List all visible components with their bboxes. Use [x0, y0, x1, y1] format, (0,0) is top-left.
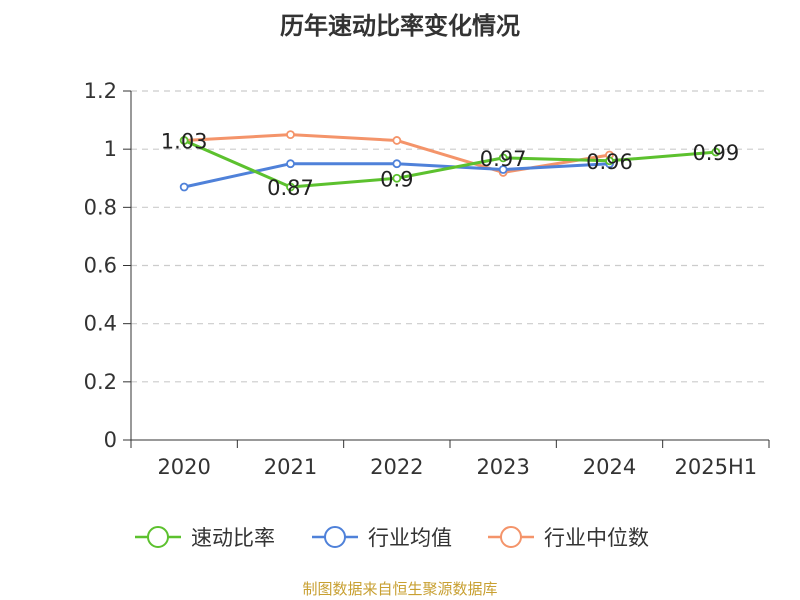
x-tick-label: 2022 [370, 455, 423, 479]
data-point-s0-0 [179, 136, 189, 145]
legend-item-2[interactable]: 行业中位数 [488, 526, 649, 550]
legend-swatch-marker [147, 526, 169, 548]
data-point-s0-5 [711, 147, 721, 157]
y-tick-label: 1 [104, 137, 117, 161]
data-labels: 1.03 0.87 0.9 0.97 0.96 0.99 [161, 129, 739, 200]
data-point-s1-3 [498, 165, 508, 174]
grid-lines [131, 90, 769, 383]
legend: 速动比率 行业均值 行业中位数 [135, 526, 649, 550]
y-tick-label: 0.6 [84, 254, 117, 278]
legend-label: 速动比率 [191, 526, 275, 550]
legend-swatch-marker [324, 526, 346, 548]
series-points [179, 130, 721, 192]
data-point-s0-4 [605, 156, 614, 166]
data-point-s0-2 [392, 173, 402, 183]
data-label: 0.96 [586, 150, 633, 174]
y-tick-label: 0.4 [84, 312, 117, 336]
x-tick-label: 2021 [264, 455, 317, 479]
legend-swatch-marker [500, 526, 522, 548]
data-point-s2-2 [392, 136, 402, 145]
y-tick-label: 0 [104, 428, 117, 452]
series-lines [183, 133, 716, 189]
y-tick-label: 0.2 [84, 370, 117, 394]
data-label: 0.97 [480, 147, 527, 171]
legend-label: 行业中位数 [544, 526, 649, 550]
legend-label: 行业均值 [368, 526, 452, 550]
y-tick-label: 0.8 [84, 195, 117, 219]
axes: 0 0.2 0.4 0.6 0.8 1 1.2 2020 2021 2022 2023 2024 202… [84, 79, 770, 479]
data-label: 1.03 [161, 129, 208, 153]
series-line-0 [183, 139, 716, 189]
data-label: 0.87 [267, 176, 314, 200]
legend-item-1[interactable]: 行业均值 [312, 526, 452, 550]
x-tick-label: 2020 [157, 455, 210, 479]
data-point-s1-2 [392, 159, 402, 169]
source-note: 制图数据来自恒生聚源数据库 [302, 580, 498, 598]
data-point-s1-1 [286, 159, 295, 169]
data-label: 0.99 [692, 141, 739, 165]
data-label: 0.9 [380, 167, 413, 191]
x-tick-label: 2025H1 [675, 455, 758, 479]
data-point-s1-0 [179, 182, 189, 192]
legend-item-0[interactable]: 速动比率 [135, 526, 275, 550]
x-tick-label: 2024 [583, 455, 636, 479]
x-tick-label: 2023 [476, 455, 529, 479]
chart-title: 历年速动比率变化情况 [280, 12, 520, 40]
y-tick-label: 1.2 [84, 79, 117, 103]
data-point-s2-1 [286, 130, 295, 140]
data-point-s0-3 [498, 153, 508, 163]
data-point-s0-1 [286, 182, 295, 192]
